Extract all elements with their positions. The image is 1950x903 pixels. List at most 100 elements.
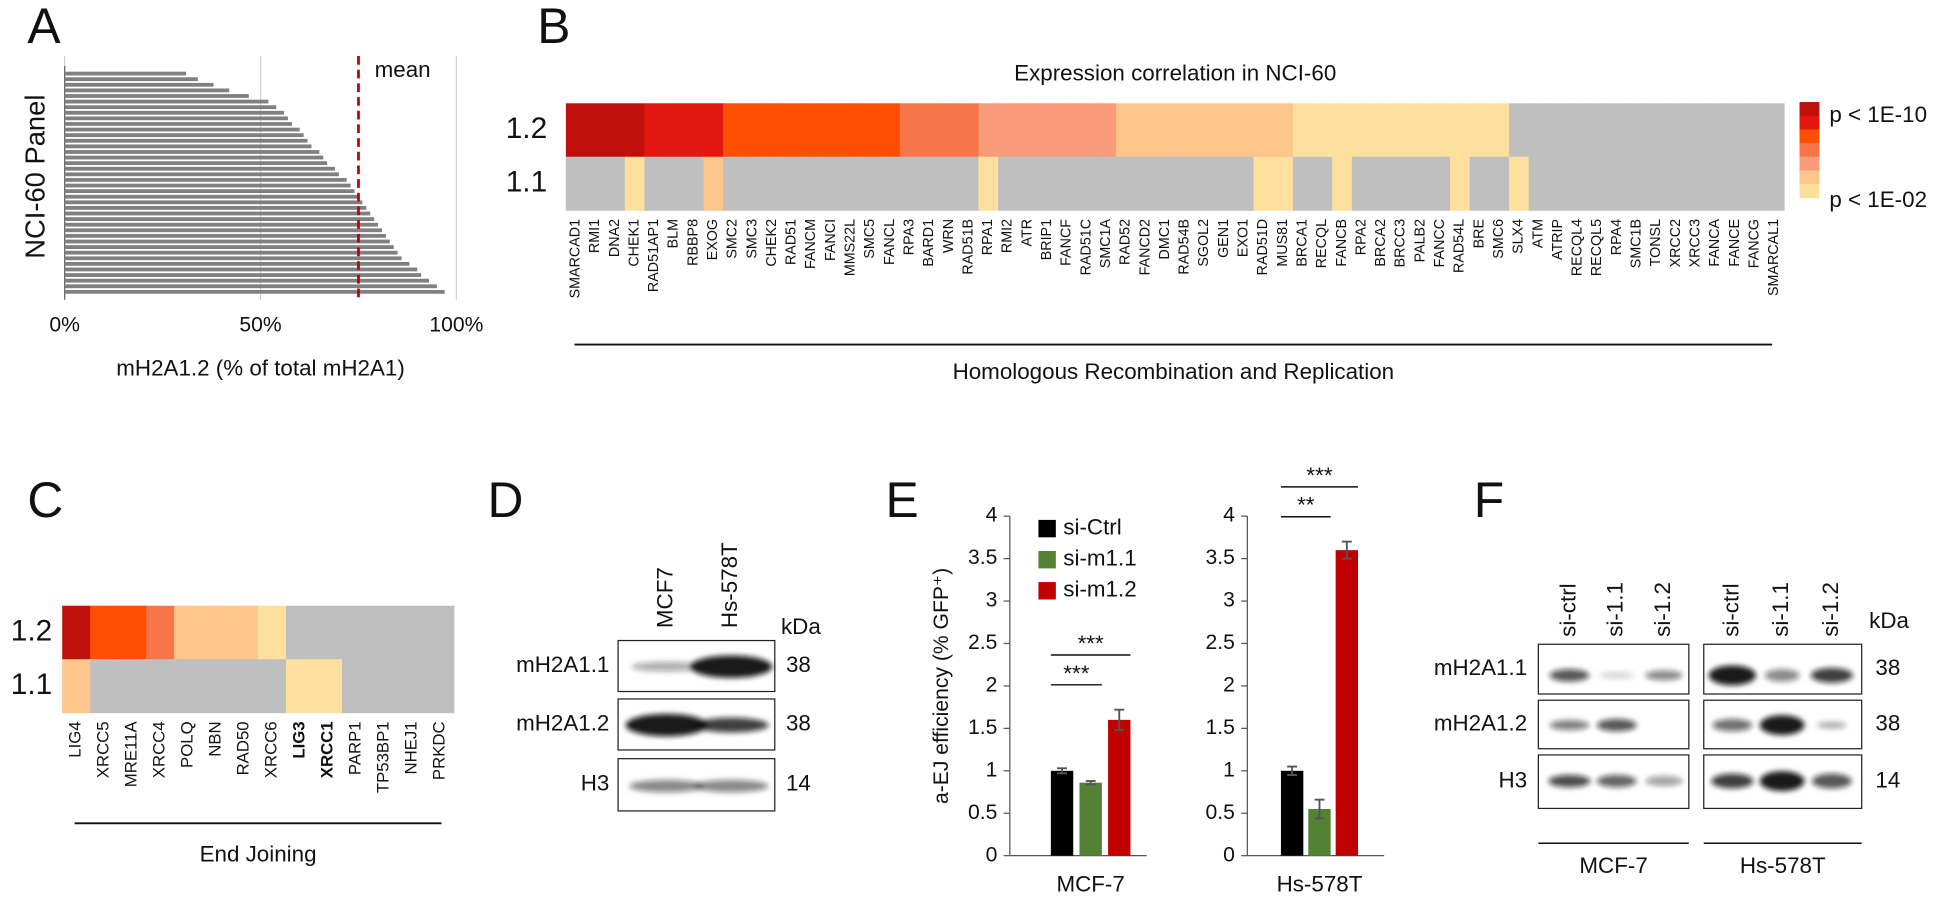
heatmap-cell bbox=[1273, 103, 1294, 158]
heatmap-cell bbox=[1469, 103, 1490, 158]
panel-label: C bbox=[27, 472, 63, 528]
heatmap-cell bbox=[683, 156, 704, 211]
bar bbox=[64, 71, 187, 76]
heatmap-cell bbox=[118, 605, 147, 660]
row-label: H3 bbox=[581, 771, 610, 796]
column-label: PALB2 bbox=[1412, 219, 1428, 262]
heatmap-cell bbox=[880, 103, 901, 158]
band bbox=[1810, 667, 1853, 683]
band bbox=[1816, 721, 1847, 729]
column-label: BARD1 bbox=[921, 219, 937, 267]
legend-swatch bbox=[1038, 550, 1056, 569]
bar bbox=[64, 278, 429, 283]
column-label: RECQL bbox=[1314, 219, 1330, 268]
column-label: ATM bbox=[1530, 219, 1546, 248]
bar bbox=[64, 77, 198, 82]
heatmap-cell bbox=[1489, 103, 1510, 158]
heatmap-cell bbox=[174, 605, 203, 660]
heatmap-cell bbox=[880, 156, 901, 211]
heatmap-cell bbox=[1391, 103, 1412, 158]
y-tick-label: 3.5 bbox=[1206, 546, 1235, 569]
bar bbox=[64, 99, 269, 104]
legend-label: p < 1E-10 bbox=[1829, 102, 1927, 127]
bar bbox=[64, 133, 304, 138]
heatmap-cell bbox=[230, 659, 259, 714]
bar bbox=[64, 261, 410, 266]
heatmap-cell bbox=[899, 103, 921, 158]
bar bbox=[64, 127, 300, 132]
heatmap-cell bbox=[1705, 156, 1726, 211]
bar bbox=[1050, 770, 1074, 856]
heatmap-cell bbox=[1430, 103, 1451, 158]
heatmap-cell bbox=[1371, 103, 1392, 158]
bar bbox=[64, 94, 249, 98]
band bbox=[1711, 773, 1754, 789]
heatmap-cell bbox=[1371, 156, 1392, 211]
heatmap-cell bbox=[90, 605, 119, 660]
bar bbox=[64, 273, 422, 277]
heatmap-cell bbox=[585, 103, 606, 158]
heatmap-cell bbox=[998, 156, 1019, 211]
blot-bands bbox=[625, 655, 1853, 793]
y-tick-label: 2.5 bbox=[968, 631, 997, 654]
legend-swatch bbox=[1799, 170, 1820, 185]
y-axis-label: NCI-60 Panel bbox=[20, 95, 51, 259]
column-label: SMARCAD1 bbox=[567, 219, 583, 298]
heatmap-cell bbox=[62, 659, 91, 714]
heatmap-cell bbox=[1214, 103, 1235, 158]
column-label: SMC2 bbox=[725, 219, 741, 259]
column-label: XRCC5 bbox=[94, 721, 113, 778]
column-label: RECQL5 bbox=[1589, 219, 1605, 276]
column-label: FANCA bbox=[1707, 218, 1723, 266]
heatmap-cell bbox=[1391, 156, 1412, 211]
band bbox=[1599, 671, 1635, 680]
heatmap-cell bbox=[939, 156, 960, 211]
column-label: LIG3 bbox=[289, 721, 308, 758]
heatmap-cell bbox=[683, 103, 704, 158]
heatmap-cell bbox=[1528, 156, 1549, 211]
column-label: RPA2 bbox=[1353, 219, 1369, 255]
heatmap-cell bbox=[1135, 103, 1156, 158]
column-label: RECQL4 bbox=[1570, 219, 1586, 276]
y-tick-label: 0 bbox=[1223, 843, 1235, 866]
column-label: FANCE bbox=[1727, 219, 1743, 267]
column-label: PARP1 bbox=[345, 721, 364, 775]
row-label: mH2A1.2 bbox=[1434, 710, 1527, 735]
x-tick-label: Hs-578T bbox=[1277, 871, 1363, 896]
column-label: TONSL bbox=[1648, 219, 1664, 266]
heatmap-cell bbox=[565, 156, 586, 211]
heatmap-cell bbox=[1567, 156, 1589, 211]
legend-swatch bbox=[1799, 156, 1820, 171]
heatmap-cell bbox=[1096, 103, 1117, 158]
column-label: FANCF bbox=[1059, 219, 1075, 266]
bar bbox=[64, 228, 382, 233]
heatmap-cell bbox=[1037, 156, 1058, 211]
bar bbox=[64, 105, 277, 110]
heatmap-cell bbox=[939, 103, 960, 158]
heatmap-cell bbox=[258, 605, 287, 660]
column-label: EXO1 bbox=[1236, 219, 1252, 257]
y-tick-label: 2 bbox=[986, 674, 998, 697]
heatmap-cell bbox=[1135, 156, 1156, 211]
blot-frame bbox=[617, 639, 776, 693]
column-label: POLQ bbox=[178, 721, 197, 768]
heatmap-cell bbox=[1764, 103, 1785, 158]
blot-frame bbox=[1537, 699, 1690, 750]
heatmap-cell bbox=[1076, 103, 1097, 158]
heatmap-cell bbox=[585, 156, 606, 211]
column-label: EXOG bbox=[705, 219, 721, 260]
column-label: RAD51D bbox=[1255, 219, 1271, 275]
band bbox=[1548, 774, 1591, 788]
column-label: RAD54L bbox=[1452, 219, 1468, 273]
heatmap-cell bbox=[998, 103, 1019, 158]
heatmap-cell bbox=[369, 605, 399, 660]
bar bbox=[64, 155, 324, 160]
heatmap-cell bbox=[840, 156, 862, 211]
heatmap-cell bbox=[644, 103, 665, 158]
heatmap-cell bbox=[1666, 156, 1687, 211]
column-label: NBN bbox=[206, 721, 225, 756]
reference-label: mean bbox=[375, 57, 431, 82]
bar bbox=[64, 222, 379, 227]
band bbox=[693, 717, 769, 733]
